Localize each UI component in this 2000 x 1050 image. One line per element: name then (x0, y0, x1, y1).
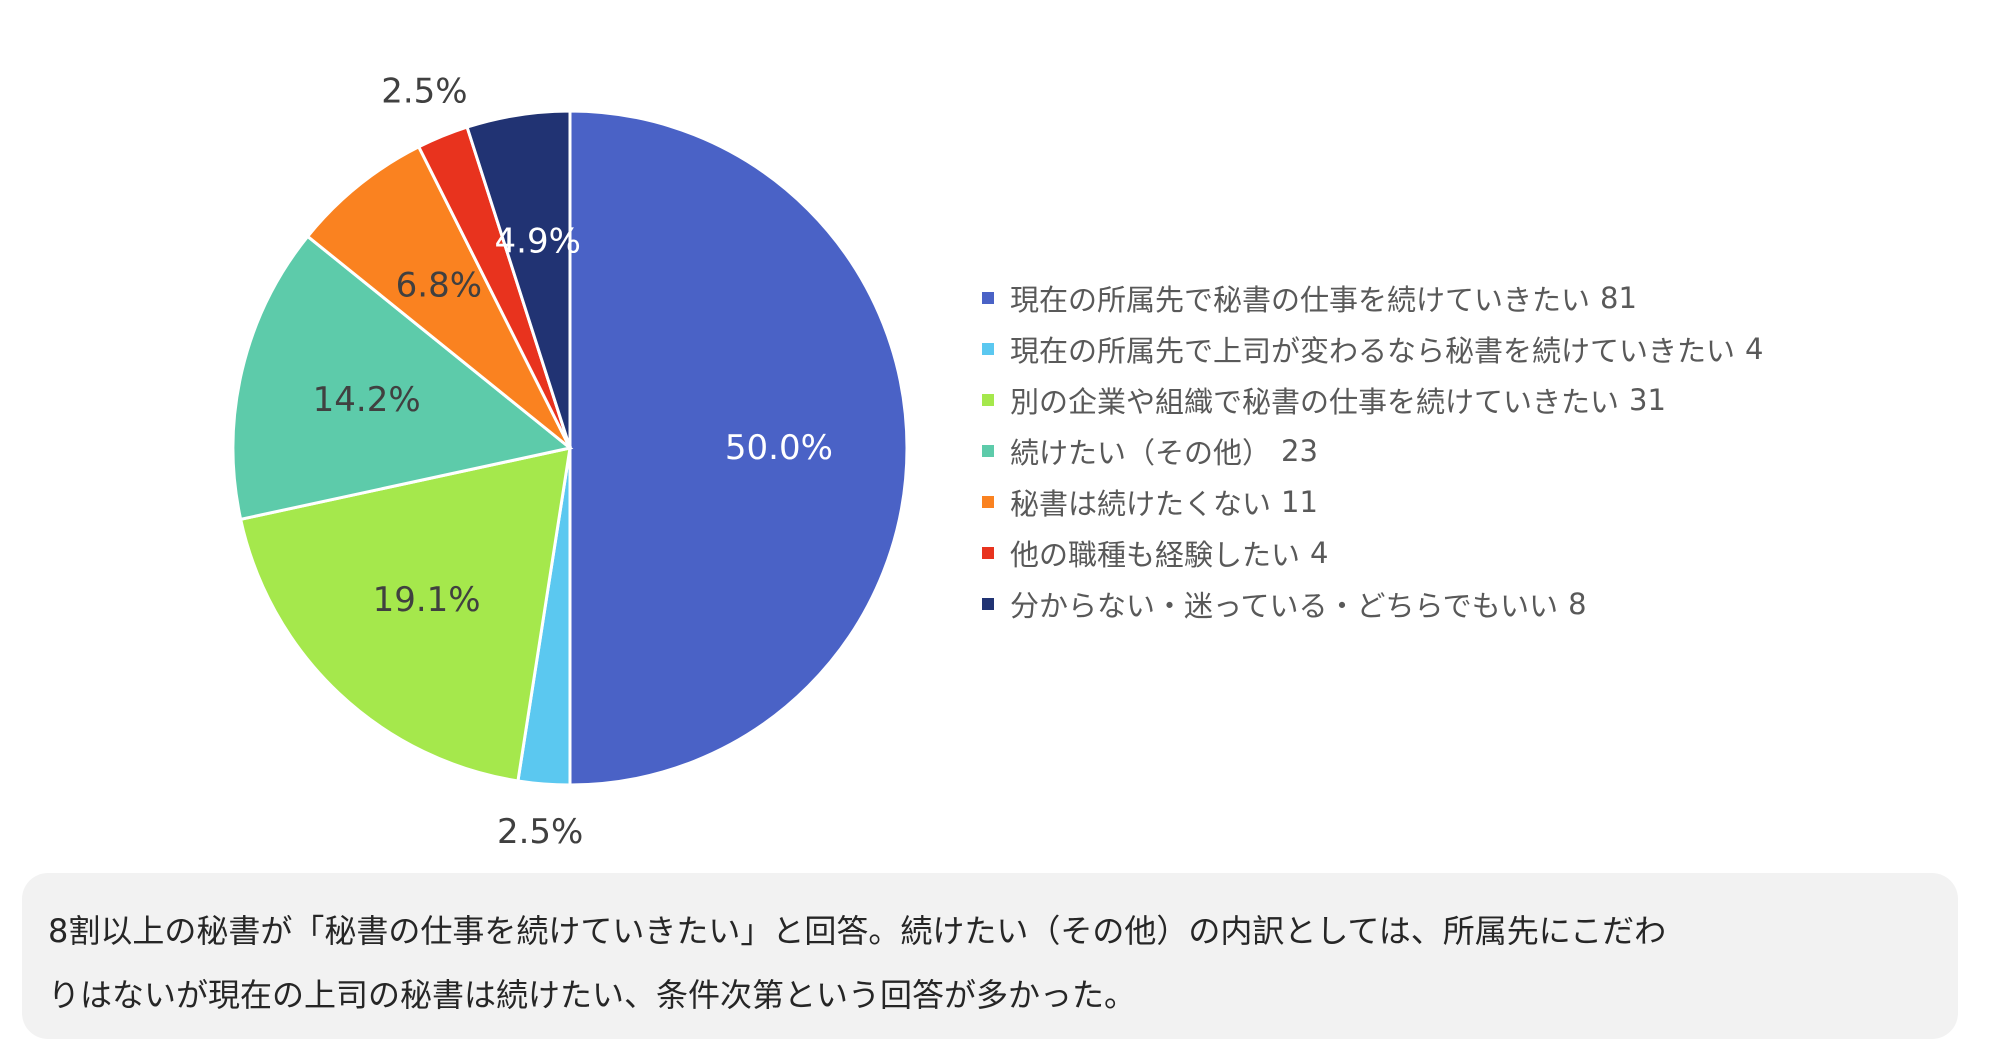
slice-3 (238, 446, 572, 783)
legend-item-6: 他の職種も経験したい 4 (982, 527, 1763, 578)
slice-5-percent-label: 6.8% (396, 265, 482, 305)
slice-7-percent-label: 4.9% (495, 222, 581, 262)
legend-label-7: 分からない・迷っている・どちらでもいい (1010, 588, 1559, 623)
chart-legend: 現在の所属先で秘書の仕事を続けていきたい 81 現在の所属先で上司が変わるなら秘書を… (982, 272, 1763, 629)
legend-swatch-7 (982, 597, 994, 610)
legend-count-4: 23 (1281, 433, 1318, 468)
slice-4-percent-label: 14.2% (313, 380, 421, 420)
slice-4 (231, 234, 574, 522)
summary-note: 8割以上の秘書が「秘書の仕事を続けていきたい」と回答。続けたい（その他）の内訳と… (22, 873, 1958, 1039)
legend-item-7: 分からない・迷っている・どちらでもいい 8 (982, 578, 1763, 629)
legend-label-2: 現在の所属先で上司が変わるなら秘書を続けていきたい (1010, 333, 1736, 368)
slice-7 (465, 109, 572, 449)
slice-1-percent-label: 50.0% (725, 428, 833, 468)
slice-1 (568, 109, 909, 787)
legend-count-6: 4 (1310, 535, 1329, 570)
legend-item-3: 別の企業や組織で秘書の仕事を続けていきたい 31 (982, 374, 1763, 425)
slice-6-percent-label: 2.5% (381, 72, 467, 112)
legend-count-2: 4 (1745, 331, 1764, 366)
slice-2-percent-label: 2.5% (497, 812, 583, 852)
summary-note-text: 8割以上の秘書が「秘書の仕事を続けていきたい」と回答。続けたい（その他）の内訳と… (48, 899, 1928, 1027)
legend-label-1: 現在の所属先で秘書の仕事を続けていきたい (1010, 282, 1591, 317)
slice-5 (305, 144, 572, 450)
legend-swatch-2 (982, 342, 994, 355)
legend-item-5: 秘書は続けたくない 11 (982, 476, 1763, 527)
legend-label-4: 続けたい（その他） (1010, 435, 1272, 470)
summary-note-line-2: りはないが現在の上司の秘書は続けたい、条件次第という回答が多かった。 (48, 976, 1137, 1014)
pie-slices (231, 109, 909, 787)
legend-item-4: 続けたい（その他） 23 (982, 425, 1763, 476)
slice-3-percent-label: 19.1% (373, 580, 481, 620)
legend-item-2: 現在の所属先で上司が変わるなら秘書を続けていきたい 4 (982, 323, 1763, 374)
legend-label-5: 秘書は続けたくない (1010, 486, 1272, 521)
legend-count-7: 8 (1568, 586, 1587, 621)
legend-count-5: 11 (1281, 484, 1318, 519)
pie-labels: 50.0% 2.5% 19.1% 14.2% 6.8% 2.5% 4.9% (313, 72, 833, 852)
legend-swatch-4 (982, 444, 994, 457)
legend-count-1: 81 (1600, 280, 1637, 315)
legend-label-6: 他の職種も経験したい (1010, 537, 1301, 572)
legend-swatch-1 (982, 291, 994, 304)
summary-note-line-1: 8割以上の秘書が「秘書の仕事を続けていきたい」と回答。続けたい（その他）の内訳と… (48, 912, 1667, 950)
legend-item-1: 現在の所属先で秘書の仕事を続けていきたい 81 (982, 272, 1763, 323)
legend-count-3: 31 (1629, 382, 1666, 417)
legend-swatch-6 (982, 546, 994, 559)
legend-swatch-5 (982, 495, 994, 508)
legend-label-3: 別の企業や組織で秘書の仕事を続けていきたい (1010, 384, 1620, 419)
legend-swatch-3 (982, 393, 994, 406)
